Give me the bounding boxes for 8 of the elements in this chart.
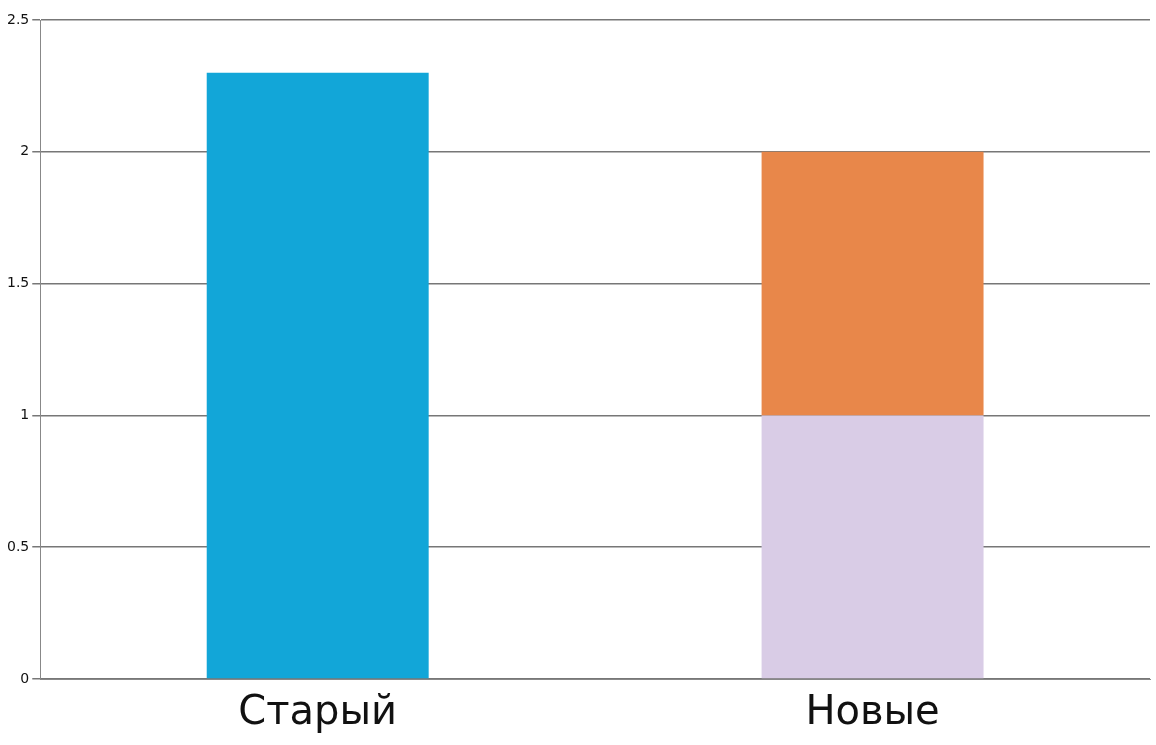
y-tick-label: 2: [20, 142, 30, 159]
y-tick-label: 1.5: [7, 274, 30, 291]
y-tick-label: 0.5: [7, 537, 30, 554]
x-tick-label: Новые: [805, 687, 940, 734]
y-tick-label: 1: [20, 406, 30, 423]
x-tick-label: Старый: [238, 687, 398, 734]
y-tick-label: 2.5: [7, 10, 30, 27]
y-tick-label: 0: [20, 669, 30, 686]
